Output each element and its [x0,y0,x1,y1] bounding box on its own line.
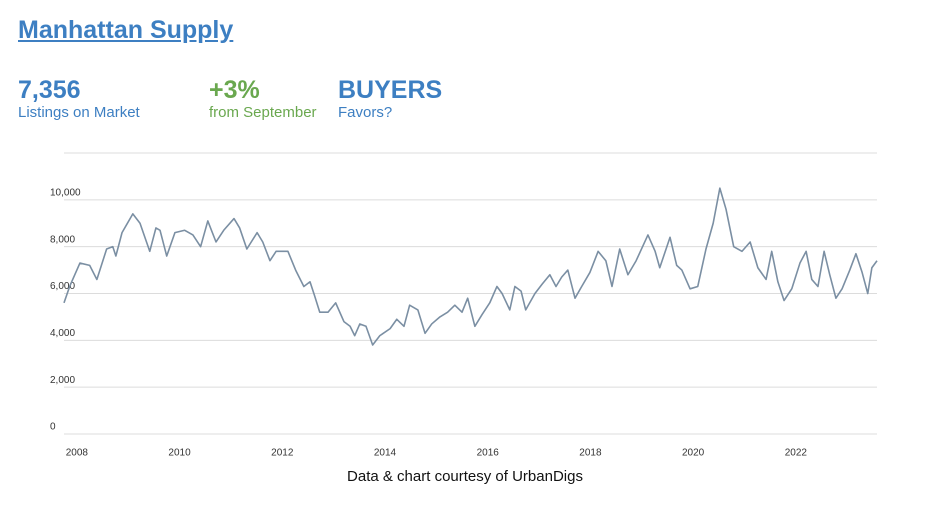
stat-value: 7,356 [18,76,81,104]
x-tick-label: 2012 [271,448,294,459]
x-tick-label: 2022 [785,448,808,459]
y-tick-label: 8,000 [50,234,75,245]
y-tick-label: 6,000 [50,281,75,292]
stat-label: from September [209,104,317,121]
stat-label: Favors? [338,104,393,121]
title-link[interactable]: Manhattan Supply [18,16,234,44]
y-tick-label: 0 [50,422,56,433]
stat: 7,356 Listings on Market [18,76,140,121]
x-tick-label: 2020 [682,448,705,459]
x-tick-label: 2008 [66,448,89,459]
stat-value: BUYERS [338,76,443,104]
data-line [63,187,878,346]
x-tick-label: 2014 [374,448,397,459]
y-tick-label: 2,000 [50,375,75,386]
stat: BUYERS Favors? [338,76,442,121]
stat-label: Listings on Market [18,104,140,121]
y-tick-label: 10,000 [50,187,81,198]
stat: +3% from September [209,76,317,121]
y-tick-label: 4,000 [50,328,75,339]
x-tick-label: 2016 [477,448,500,459]
stat-value: +3% [209,76,260,104]
source-note: Data & chart courtesy of UrbanDigs [347,468,583,485]
x-tick-label: 2010 [168,448,191,459]
x-tick-label: 2018 [579,448,602,459]
